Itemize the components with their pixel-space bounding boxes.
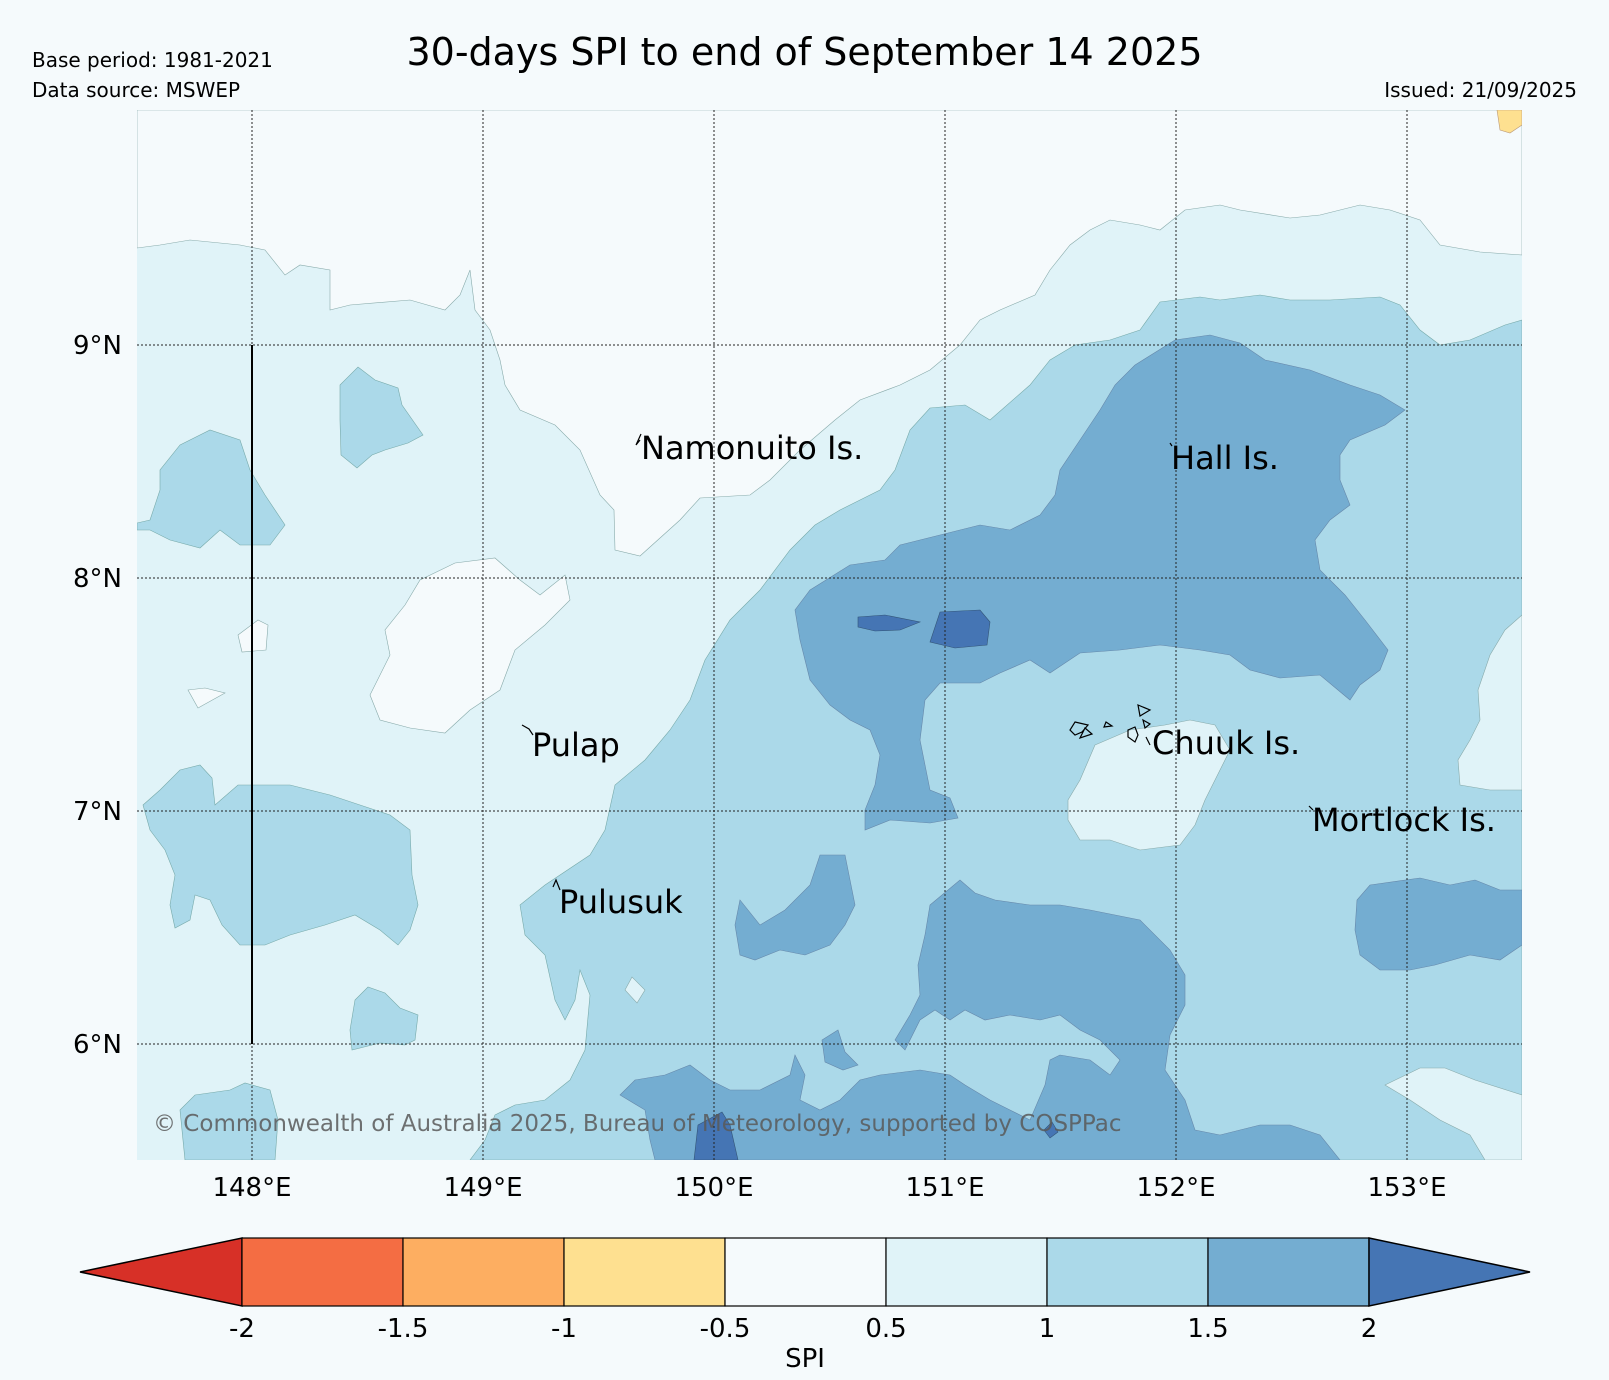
lat-label-6n: 6°N	[73, 1030, 122, 1060]
copyright-notice: © Commonwealth of Australia 2025, Bureau…	[153, 1111, 1122, 1137]
spi-band-0.5-1-east	[1457, 614, 1522, 791]
colorbar-segment	[1207, 1237, 1370, 1307]
map-title: 30-days SPI to end of September 14 2025	[406, 30, 1203, 74]
label-mortlock: Mortlock Is.	[1312, 801, 1496, 839]
island-outlines	[521, 433, 1314, 891]
spi-contours	[137, 110, 1522, 1160]
spi-band-1.5-2-east	[1354, 877, 1522, 971]
colorbar-label: SPI	[785, 1344, 825, 1374]
colorbar: -2 -1.5 -1 -0.5 0.5 1 1.5 2	[79, 1237, 1531, 1344]
label-hall: Hall Is.	[1171, 439, 1279, 477]
data-source: Data source: MSWEP	[32, 78, 241, 102]
place-labels: Namonuito Is. Hall Is. Pulap Chuuk Is. M…	[532, 429, 1496, 921]
spi-band-gt2-b	[929, 609, 991, 649]
spi-band-0.5-1-chuuk	[1067, 719, 1231, 851]
colorbar-tick-label: -1.5	[378, 1314, 429, 1344]
spi-band-1.5-2-main	[794, 334, 1406, 831]
colorbar-tick-label: 1.5	[1187, 1314, 1228, 1344]
colorbar-segment	[1046, 1237, 1209, 1307]
spi-band-1-1.5-w2	[339, 366, 424, 469]
colorbar-extend-low	[79, 1237, 243, 1307]
spi-band-1-1.5-w1	[137, 429, 286, 549]
pulap-outline	[521, 724, 534, 736]
namonuito-outline	[635, 433, 642, 446]
spi-band-neutral-sw	[187, 687, 226, 709]
lon-label-149: 149°E	[443, 1173, 522, 1203]
spi-band-1-1.5-w4	[349, 986, 419, 1051]
base-period: Base period: 1981-2021	[32, 48, 273, 72]
colorbar-tick-label: 2	[1361, 1314, 1378, 1344]
lon-label-152: 152°E	[1136, 1173, 1215, 1203]
spi-band-1-1.5-w3	[142, 764, 419, 946]
label-pulusuk: Pulusuk	[559, 883, 683, 921]
chuuk-lagoon-outline	[1069, 704, 1152, 746]
colorbar-tick-label: 0.5	[865, 1314, 906, 1344]
colorbar-extend-high	[1368, 1237, 1531, 1307]
lon-label-148: 148°E	[212, 1173, 291, 1203]
lon-label-153: 153°E	[1367, 1173, 1446, 1203]
spi-band-neutral-central	[369, 557, 571, 734]
spi-band-1.5-2-sw	[734, 854, 856, 961]
colorbar-tick-label: -2	[229, 1314, 255, 1344]
spi-band-1-1.5-w5	[179, 1082, 279, 1160]
lat-label-9n: 9°N	[73, 331, 122, 361]
spi-band-0.5-1-se	[1384, 1067, 1522, 1160]
colorbar-tick-label: 1	[1039, 1314, 1056, 1344]
colorbar-segment	[563, 1237, 726, 1307]
pulusuk-outline	[552, 878, 561, 891]
spi-band-gt2-c	[693, 1111, 739, 1160]
label-chuuk: Chuuk Is.	[1152, 724, 1300, 762]
colorbar-segment	[885, 1237, 1048, 1307]
lon-axis-labels: 148°E 149°E 150°E 151°E 152°E 153°E	[212, 1173, 1446, 1203]
colorbar-tick-label: -1	[551, 1314, 577, 1344]
lon-label-151: 151°E	[905, 1173, 984, 1203]
spi-band-gt2-d	[1043, 1121, 1059, 1139]
label-namonuito: Namonuito Is.	[641, 429, 863, 467]
mortlock-outline	[1308, 805, 1314, 811]
lon-label-150: 150°E	[674, 1173, 753, 1203]
spi-band-dry-corner	[1496, 110, 1522, 134]
label-pulap: Pulap	[532, 726, 620, 764]
spi-band-neutral-north	[137, 110, 1522, 557]
colorbar-segment	[724, 1237, 887, 1307]
spi-band-0.5-1-small	[624, 976, 646, 1004]
issued-date: Issued: 21/09/2025	[1384, 78, 1577, 102]
lat-axis-labels: 9°N 8°N 7°N 6°N	[73, 331, 122, 1060]
hall-outline	[1169, 442, 1173, 447]
lat-label-7n: 7°N	[73, 797, 122, 827]
spi-band-1.5-2-small	[821, 1029, 859, 1071]
spi-band-gt2-a	[857, 614, 922, 632]
lat-label-8n: 8°N	[73, 564, 122, 594]
colorbar-segment	[241, 1237, 404, 1307]
spi-band-1.5-2-south	[619, 879, 1341, 1160]
colorbar-segment	[402, 1237, 565, 1307]
colorbar-tick-label: -0.5	[700, 1314, 751, 1344]
